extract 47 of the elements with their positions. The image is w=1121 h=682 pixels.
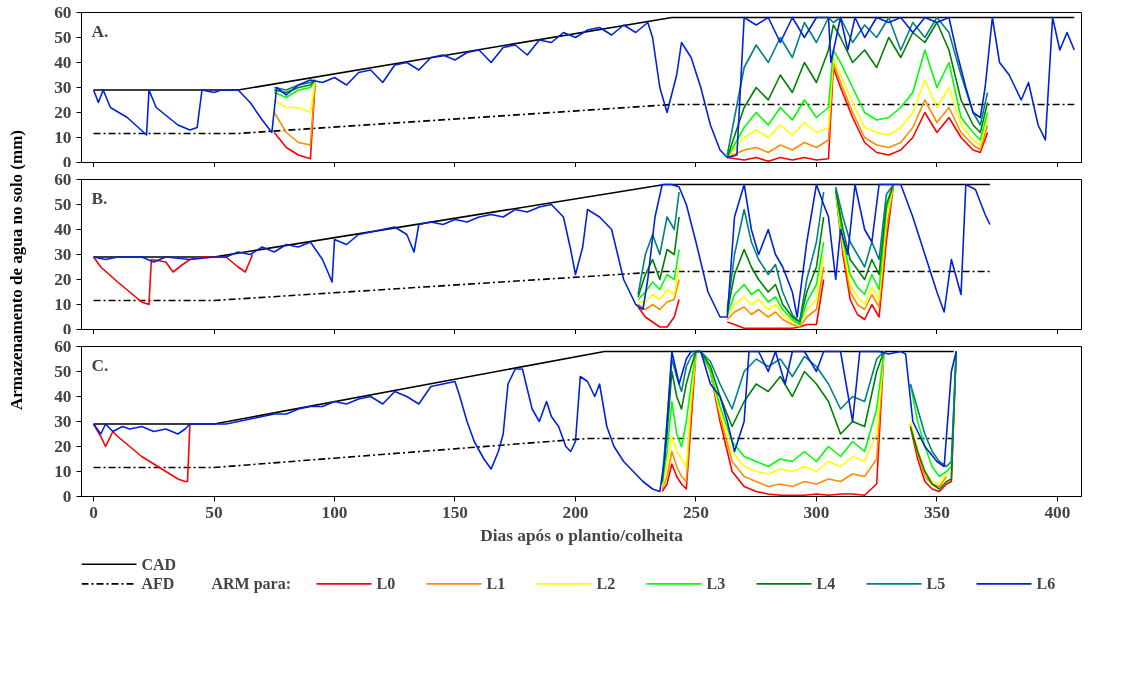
x-axis-title: Dias após o plantio/colheita xyxy=(480,525,684,545)
legend-label: L2 xyxy=(596,575,616,593)
y-tick-label: 40 xyxy=(54,220,72,239)
y-tick-label: 50 xyxy=(54,195,72,214)
y-tick-label: 40 xyxy=(54,53,72,72)
y-tick-label: 20 xyxy=(54,103,72,122)
y-tick-label: 40 xyxy=(54,387,72,406)
x-tick-label: 300 xyxy=(803,502,830,522)
legend-label: CAD xyxy=(141,555,177,573)
y-tick-label: 0 xyxy=(62,152,72,172)
legend-title: ARM para: xyxy=(211,575,292,594)
y-tick-label: 60 xyxy=(54,170,72,189)
y-tick-label: 30 xyxy=(54,245,72,264)
y-tick-label: 30 xyxy=(54,78,72,97)
y-tick-label: 30 xyxy=(54,412,72,431)
x-tick-label: 250 xyxy=(682,502,709,522)
y-tick-label: 20 xyxy=(54,437,72,456)
x-tick-label: 400 xyxy=(1044,502,1071,522)
y-tick-label: 60 xyxy=(54,3,72,22)
y-tick-label: 50 xyxy=(54,362,72,381)
x-tick-label: 200 xyxy=(562,502,589,522)
text: B. xyxy=(91,188,108,208)
x-tick-label: 50 xyxy=(205,502,223,522)
text: A. xyxy=(91,21,109,41)
line-series xyxy=(92,183,991,318)
y-tick-label: 0 xyxy=(62,487,72,506)
y-tick-label: 10 xyxy=(54,462,72,481)
y-tick-label: 20 xyxy=(54,270,72,289)
y-axis-title: Armazenamento de agua no solo (mm) xyxy=(6,130,27,410)
y-tick-label: 0 xyxy=(62,319,72,339)
x-tick-label: 150 xyxy=(442,502,468,522)
legend-label: L4 xyxy=(816,575,836,593)
legend-label: L1 xyxy=(486,575,506,593)
legend-label: L5 xyxy=(926,575,946,593)
legend-label: L3 xyxy=(706,575,726,593)
legend-label: L6 xyxy=(1036,575,1056,593)
legend-label: AFD xyxy=(141,575,175,593)
line-series xyxy=(92,16,1076,159)
y-tick-label: 10 xyxy=(54,295,72,314)
x-tick-label: 350 xyxy=(923,502,950,522)
text: C. xyxy=(91,355,109,375)
y-tick-label: 60 xyxy=(54,337,72,356)
legend-label: L0 xyxy=(376,575,396,593)
x-tick-label: 100 xyxy=(321,502,348,522)
y-tick-label: 50 xyxy=(54,28,72,47)
x-tick-label: 0 xyxy=(89,502,98,522)
y-tick-label: 10 xyxy=(54,128,72,147)
